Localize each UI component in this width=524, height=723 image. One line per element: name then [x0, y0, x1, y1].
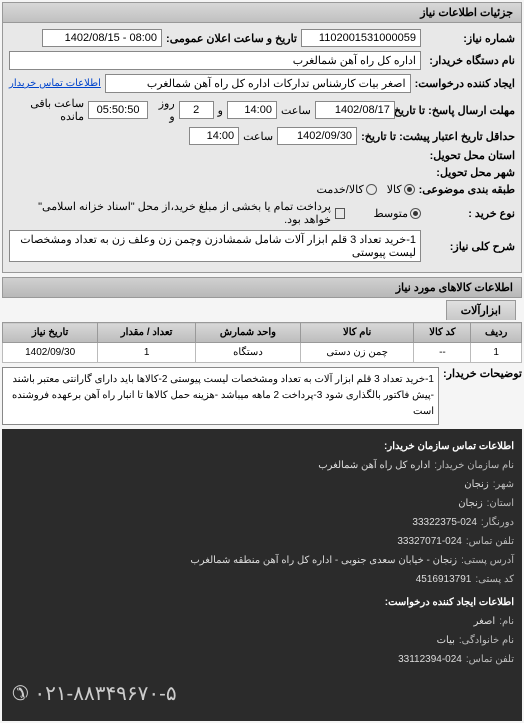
- deadline-time-field: 14:00: [227, 101, 277, 119]
- grouping-label: طبقه بندی موضوعی:: [419, 183, 515, 196]
- payment-note: پرداخت تمام یا بخشی از مبلغ خرید،از محل …: [9, 200, 331, 226]
- tab-tools[interactable]: ابزارآلات: [446, 300, 516, 320]
- cell-unit: دستگاه: [196, 343, 301, 363]
- desc-field: 1-خرید تعداد 3 قلم ابزار آلات به تعداد و…: [2, 367, 439, 425]
- hour-label-1: ساعت: [281, 104, 311, 117]
- f-post-label: کد پستی:: [475, 570, 514, 589]
- announce-label: تاریخ و ساعت اعلان عمومی:: [166, 32, 297, 45]
- deliver-city-label: شهر محل تحویل:: [425, 166, 515, 179]
- req-no-label: شماره نیاز:: [425, 32, 515, 45]
- radio-khadamat-label: کالا/خدمت: [317, 183, 364, 196]
- time-left-label: ساعت باقی مانده: [9, 97, 84, 123]
- footer: اطلاعات تماس سازمان خریدار: نام سازمان خ…: [2, 429, 522, 721]
- radio-mid-label: متوسط: [373, 207, 408, 220]
- cell-name: چمن زن دستی: [300, 343, 414, 363]
- deadline-date-field: 1402/08/17: [315, 101, 395, 119]
- goods-section-title: اطلاعات کالاهای مورد نیاز: [2, 277, 522, 298]
- buyer-unit-label: نام دستگاه خریدار:: [425, 54, 515, 67]
- footer-creator-title: اطلاعات ایجاد کننده درخواست:: [10, 593, 514, 612]
- validity-label: حداقل تاریخ اعتبار پیشت: تا تاریخ:: [361, 130, 515, 143]
- deadline-label: مهلت ارسال پاسخ: تا تاریخ:: [399, 104, 515, 117]
- f-org: اداره کل راه آهن شمالغرب: [318, 456, 430, 475]
- f-fax-label: دورنگار:: [481, 513, 514, 532]
- phone-icon: ✆: [10, 675, 29, 713]
- radio-mid[interactable]: [410, 208, 421, 219]
- days-left-field: 2: [179, 101, 214, 119]
- f-addr-label: آدرس پستی:: [461, 551, 514, 570]
- footer-title: اطلاعات تماس سازمان خریدار:: [10, 437, 514, 456]
- creator-label: ایجاد کننده درخواست:: [415, 77, 515, 90]
- f-phone-label: تلفن تماس:: [466, 532, 514, 551]
- f-addr: زنجان - خیابان سعدی جنوبی - اداره کل راه…: [190, 551, 457, 570]
- goods-table: ردیف کد کالا نام کالا واحد شمارش تعداد /…: [2, 322, 522, 363]
- and-label: و: [218, 104, 223, 117]
- th-name: نام کالا: [300, 323, 414, 343]
- panel-title: جزئیات اطلاعات نیاز: [3, 3, 521, 23]
- f-name: اصغر: [474, 612, 496, 631]
- f-prov: زنجان: [458, 494, 482, 513]
- time-left-field: 05:50:50: [88, 101, 148, 119]
- cell-qty: 1: [98, 343, 196, 363]
- th-date: تاریخ نیاز: [3, 323, 98, 343]
- f-name-label: نام:: [499, 612, 514, 631]
- f-phone: 33327071-024: [397, 532, 462, 551]
- radio-khadamat[interactable]: [366, 184, 377, 195]
- th-row: ردیف: [471, 323, 522, 343]
- validity-date-field: 1402/09/30: [277, 127, 357, 145]
- payment-check[interactable]: [335, 208, 345, 219]
- cell-code: --: [414, 343, 471, 363]
- cell-date: 1402/09/30: [3, 343, 98, 363]
- req-no-field: 1102001531000059: [301, 29, 421, 47]
- f-post: 4516913791: [416, 570, 472, 589]
- f-city-label: شهر:: [493, 475, 514, 494]
- th-code: کد کالا: [414, 323, 471, 343]
- th-unit: واحد شمارش: [196, 323, 301, 343]
- summary-field: 1-خرید تعداد 3 قلم ابزار آلات شامل شمشاد…: [9, 230, 421, 262]
- cell-row: 1: [471, 343, 522, 363]
- buyer-unit-field: اداره کل راه آهن شمالغرب: [9, 51, 421, 70]
- deliver-prov-label: استان محل تحویل:: [425, 149, 515, 162]
- f-cphone-label: تلفن تماس:: [466, 650, 514, 669]
- days-left-label: روز و: [152, 97, 175, 123]
- announce-field: 08:00 - 1402/08/15: [42, 29, 162, 47]
- summary-label: شرح کلی نیاز:: [425, 240, 515, 253]
- th-qty: تعداد / مقدار: [98, 323, 196, 343]
- big-phone: ✆ ۰۲۱-۸۸۳۴۹۶۷۰-۵: [10, 675, 514, 713]
- f-prov-label: استان:: [487, 494, 514, 513]
- validity-time-field: 14:00: [189, 127, 239, 145]
- f-lname-label: نام خانوادگی:: [459, 631, 514, 650]
- desc-label: توضیحات خریدار:: [443, 367, 522, 380]
- buyer-contact-link[interactable]: اطلاعات تماس خریدار: [9, 78, 101, 89]
- f-city: زنجان: [464, 475, 488, 494]
- table-row[interactable]: 1 -- چمن زن دستی دستگاه 1 1402/09/30: [3, 343, 522, 363]
- hour-label-2: ساعت: [243, 130, 273, 143]
- f-lname: بیات: [437, 631, 455, 650]
- grade-label: نوع خرید :: [425, 207, 515, 220]
- f-cphone: 33112394-024: [398, 650, 462, 669]
- radio-kala-label: کالا: [387, 183, 402, 196]
- creator-field: اصغر بیات کارشناس تدارکات اداره کل راه آ…: [105, 74, 411, 93]
- f-org-label: نام سازمان خریدار:: [434, 456, 514, 475]
- f-fax: 33322375-024: [412, 513, 477, 532]
- radio-kala[interactable]: [404, 184, 415, 195]
